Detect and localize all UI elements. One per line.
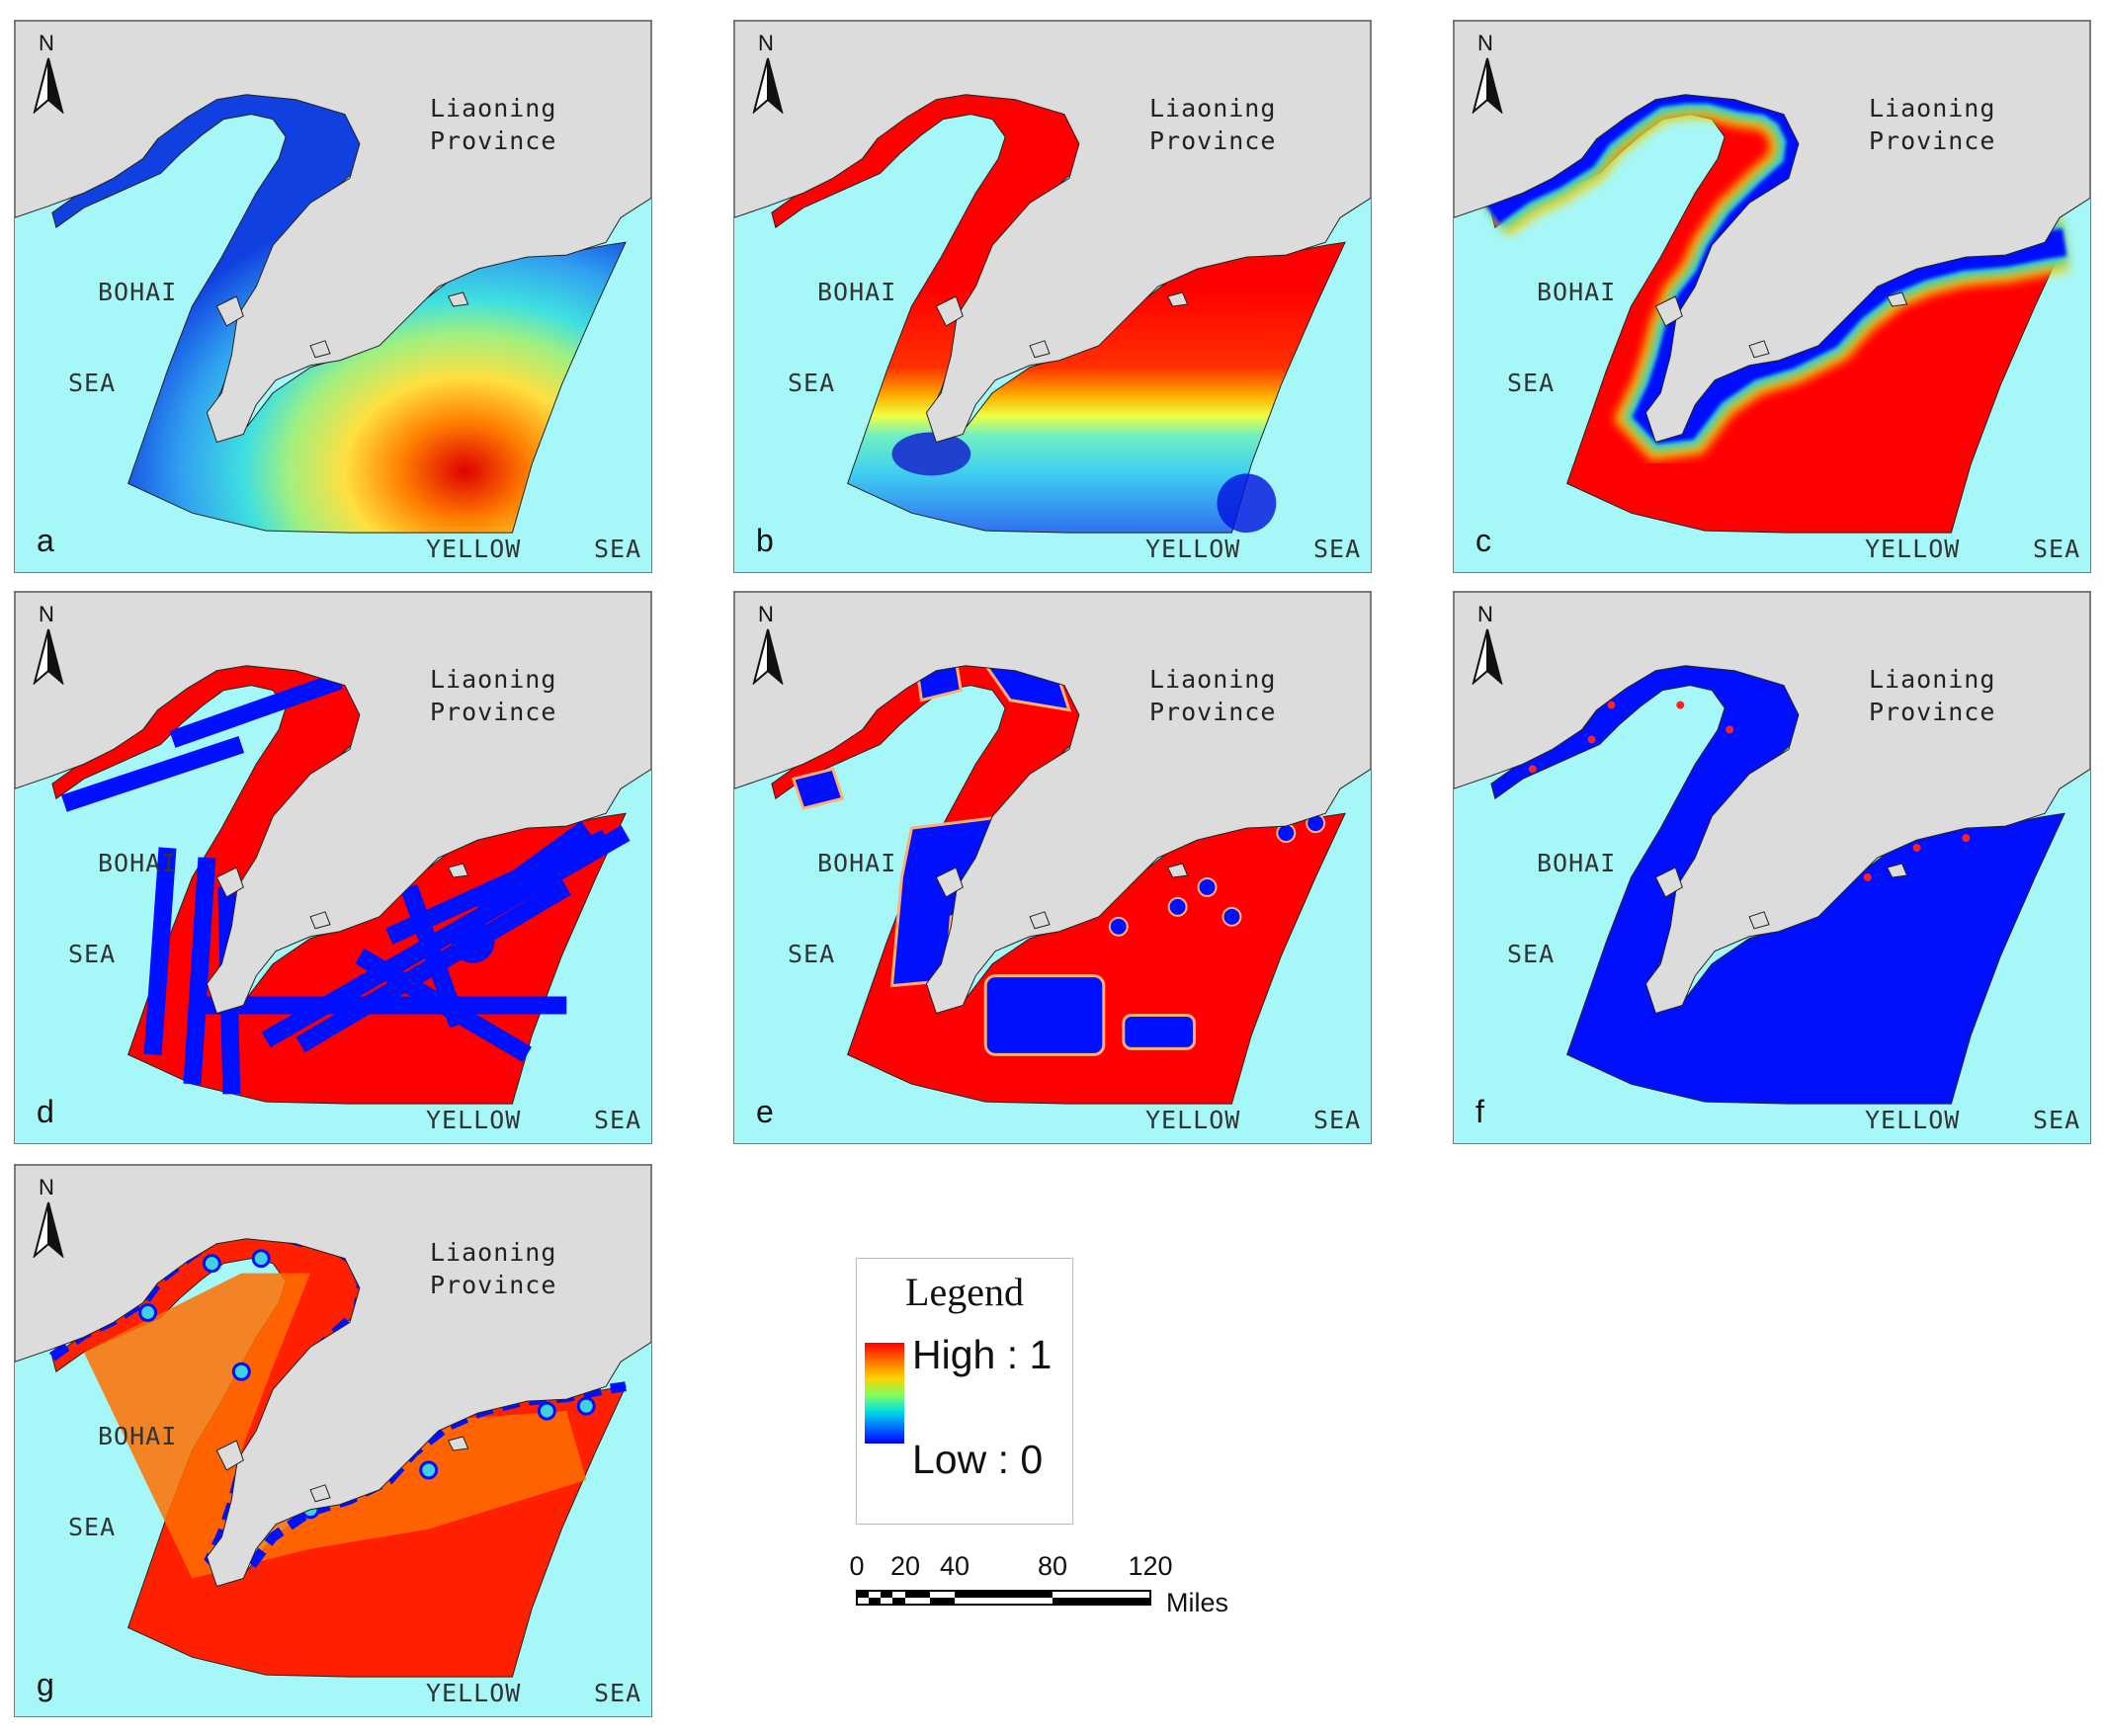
north-arrow: N (27, 602, 70, 687)
scale-bar: 0 20 40 80 120 Miles (849, 1551, 1249, 1620)
north-arrow-label: N (39, 31, 54, 55)
bohai-label: BOHAI (98, 278, 178, 306)
bohai-label: BOHAI (98, 1422, 178, 1450)
province-label: Liaoning Province (1869, 94, 1996, 155)
north-arrow-icon (1472, 57, 1503, 114)
province-label: Liaoning Province (430, 1238, 557, 1299)
map-graphic (15, 1165, 651, 1716)
sea-label: SEA (68, 369, 117, 397)
north-arrow-icon (33, 628, 64, 685)
sea-label-yellow: SEA (594, 1679, 642, 1707)
sea-label: SEA (1507, 940, 1556, 968)
map-panel-f: N Liaoning Province BOHAI SEA YELLOW SEA … (1453, 591, 2091, 1144)
north-arrow-label: N (39, 602, 54, 626)
north-arrow: N (1466, 31, 1509, 116)
bohai-label: BOHAI (1537, 278, 1617, 306)
sea-label-yellow: SEA (594, 1106, 642, 1134)
sea-label-yellow: SEA (1313, 1106, 1362, 1134)
scale-tick-label: 20 (889, 1551, 921, 1581)
north-arrow-icon (1472, 628, 1503, 685)
map-panel-c: N Liaoning Province BOHAI SEA YELLOW SEA … (1453, 20, 2091, 573)
map-graphic (734, 592, 1371, 1143)
north-arrow: N (746, 602, 790, 687)
panel-label: d (37, 1094, 54, 1129)
legend-title: Legend (905, 1270, 1024, 1314)
yellow-label: YELLOW (1865, 1106, 1961, 1134)
scale-tick-label: 40 (939, 1551, 970, 1581)
map-graphic (1454, 592, 2090, 1143)
north-arrow-icon (752, 57, 784, 114)
panel-label: e (756, 1094, 774, 1129)
sea-label: SEA (68, 940, 117, 968)
sea-label-yellow: SEA (2033, 535, 2081, 563)
scale-tick-label: 0 (849, 1551, 865, 1581)
legend-high-label: High : 1 (912, 1332, 1053, 1377)
legend-color-ramp (865, 1343, 904, 1444)
panel-label: f (1475, 1094, 1484, 1129)
yellow-label: YELLOW (426, 1679, 522, 1707)
legend: Legend High : 1 Low : 0 (856, 1258, 1073, 1525)
north-arrow-icon (33, 57, 64, 114)
province-label: Liaoning Province (430, 665, 557, 726)
map-graphic (1454, 21, 2090, 572)
bohai-label: BOHAI (817, 278, 897, 306)
scale-bar-graphic (856, 1590, 1151, 1606)
north-arrow-label: N (758, 602, 774, 626)
sea-label: SEA (788, 369, 836, 397)
map-panel-e: N Liaoning Province BOHAI SEA YELLOW SEA … (733, 591, 1372, 1144)
north-arrow-label: N (1477, 31, 1493, 55)
sea-label-yellow: SEA (2033, 1106, 2081, 1134)
bohai-label: BOHAI (817, 849, 897, 877)
north-arrow-icon (33, 1201, 64, 1258)
map-panel-d: N Liaoning Province BOHAI SEA YELLOW SEA … (14, 591, 652, 1144)
north-arrow: N (1466, 602, 1509, 687)
north-arrow-label: N (758, 31, 774, 55)
scale-units: Miles (1166, 1588, 1229, 1617)
north-arrow: N (746, 31, 790, 116)
yellow-label: YELLOW (1145, 1106, 1241, 1134)
north-arrow: N (27, 31, 70, 116)
bohai-label: BOHAI (1537, 849, 1617, 877)
yellow-label: YELLOW (1865, 535, 1961, 563)
north-arrow: N (27, 1175, 70, 1260)
yellow-label: YELLOW (1145, 535, 1241, 563)
yellow-label: YELLOW (426, 535, 522, 563)
north-arrow-icon (752, 628, 784, 685)
sea-label: SEA (788, 940, 836, 968)
sea-label: SEA (68, 1513, 117, 1541)
panel-label: c (1475, 523, 1491, 558)
bohai-label: BOHAI (98, 849, 178, 877)
map-graphic (15, 21, 651, 572)
province-label: Liaoning Province (1149, 94, 1277, 155)
north-arrow-label: N (39, 1175, 54, 1199)
sea-label: SEA (1507, 369, 1556, 397)
province-label: Liaoning Province (430, 94, 557, 155)
north-arrow-label: N (1477, 602, 1493, 626)
legend-low-label: Low : 0 (912, 1437, 1044, 1482)
map-graphic (15, 592, 651, 1143)
scale-tick-label: 80 (1037, 1551, 1068, 1581)
sea-label-yellow: SEA (594, 535, 642, 563)
province-label: Liaoning Province (1869, 665, 1996, 726)
panel-label: b (756, 523, 774, 558)
map-graphic (734, 21, 1371, 572)
scale-tick-label: 120 (1128, 1551, 1173, 1581)
map-panel-g: N Liaoning Province BOHAI SEA YELLOW SEA … (14, 1164, 652, 1717)
map-panel-b: N Liaoning Province BOHAI SEA YELLOW SEA … (733, 20, 1372, 573)
map-panel-a: N Liaoning Province BOHAI SEA YELLOW SEA … (14, 20, 652, 573)
province-label: Liaoning Province (1149, 665, 1277, 726)
sea-label-yellow: SEA (1313, 535, 1362, 563)
panel-label: g (37, 1667, 54, 1702)
panel-label: a (37, 523, 54, 558)
yellow-label: YELLOW (426, 1106, 522, 1134)
